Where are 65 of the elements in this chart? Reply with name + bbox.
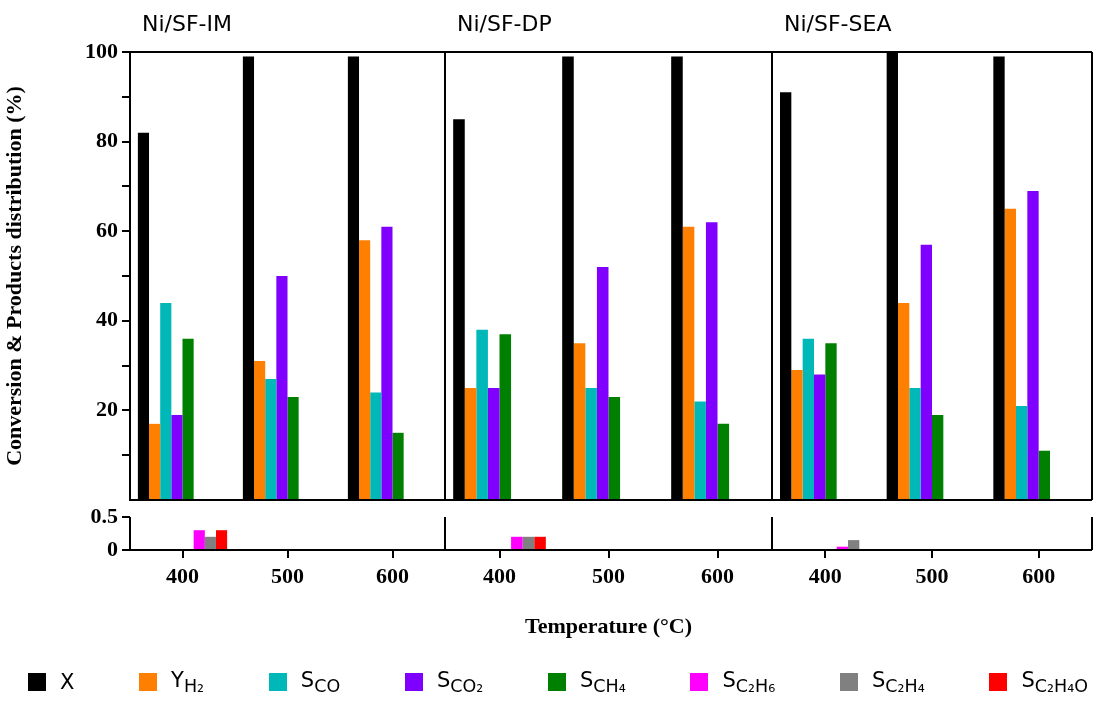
y-tick-label: 60 [96,216,118,242]
x-tick-label: 400 [483,562,516,588]
bar [932,414,944,500]
chart-title: Ni/SF-DP [457,10,552,36]
bar [898,302,910,500]
bar [694,401,706,500]
y-tick-label: 40 [96,306,118,332]
y-tick-label: 0 [107,535,118,561]
bar [381,226,393,500]
x-tick-label: 600 [1022,562,1056,588]
bar [1038,450,1050,500]
bar [705,222,718,500]
y-tick-label: 20 [96,396,118,422]
bar [392,432,404,500]
legend-label: X [60,670,75,695]
y-tick-label: 80 [96,127,118,153]
legend-label: S$_{C₂H₄O}$ [1021,668,1088,697]
bar [171,414,183,500]
x-axis-title: Temperature (°C) [524,613,693,639]
bar [585,388,597,500]
bar [909,388,921,500]
y-tick-label: 0.5 [90,502,118,528]
legend-label: S$_{C₂H₄}$ [871,668,925,697]
x-tick-label: 600 [376,562,409,588]
bar [920,244,932,500]
bar [1004,208,1016,500]
bar [825,343,837,500]
x-tick-label: 400 [808,562,842,588]
x-tick-label: 500 [592,562,625,588]
bar [370,392,382,500]
chart-title: Ni/SF-IM [142,10,233,36]
legend-label: Y$_{H₂}$ [171,668,205,697]
bar [254,361,266,500]
bar [182,338,194,500]
bar [802,338,814,500]
bar [596,267,609,500]
x-tick-label: 400 [166,562,199,588]
bar [499,334,512,500]
y-axis-title: Conversion & Products distribution (%) [0,86,26,466]
y-tick-label: 100 [85,37,118,63]
bar [464,388,477,500]
bar [717,423,730,500]
bar [791,370,803,500]
legend-label: S$_{C₂H₆}$ [722,668,776,697]
bar [487,388,500,500]
bar [1016,405,1028,500]
x-tick-label: 500 [915,562,949,588]
bar [608,396,621,500]
bar [682,226,695,500]
bar [276,276,288,500]
bar [1027,190,1039,500]
chart-title: Ni/SF-SEA [784,10,892,36]
x-tick-label: 500 [271,562,304,588]
x-tick-label: 600 [701,562,734,588]
bar [160,302,172,500]
bar [359,240,371,500]
bar [149,423,161,500]
legend-label: S$_{CO}$ [300,668,341,697]
legend-label: S$_{CO₂}$ [436,668,484,697]
bar [573,343,586,500]
bar [476,329,488,500]
legend-label: S$_{CH₄}$ [579,668,626,697]
bar [814,374,826,500]
bar [265,379,277,500]
bar [287,396,299,500]
